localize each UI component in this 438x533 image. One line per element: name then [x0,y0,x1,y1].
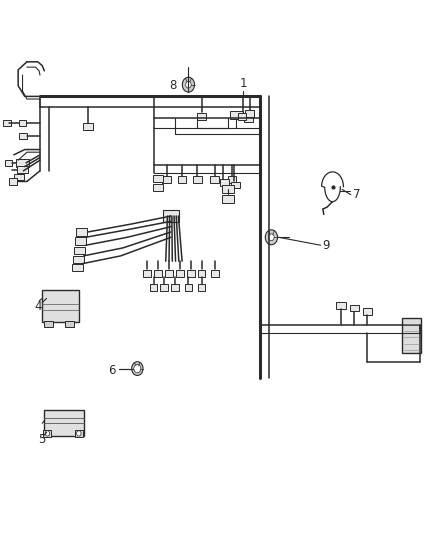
Bar [187,270,194,277]
Bar [231,182,240,188]
Bar [82,123,93,131]
Bar [210,176,219,183]
Bar [245,110,254,117]
Bar [18,119,26,126]
Bar [72,264,82,271]
Bar [220,179,230,186]
Bar [244,116,253,122]
Bar [75,430,83,437]
Bar [5,160,12,166]
Bar [162,176,171,183]
Bar [44,321,53,327]
Bar [171,284,179,291]
Bar [177,176,186,183]
Bar [162,210,179,222]
Bar [222,185,234,193]
Bar [9,178,17,184]
Circle shape [265,230,278,245]
Text: 5: 5 [39,433,46,446]
Text: 9: 9 [322,239,330,252]
Bar [17,166,28,173]
Bar [43,430,51,437]
Bar [197,113,206,120]
Bar [42,290,79,322]
Bar [222,195,234,203]
Bar [76,228,87,236]
Bar [74,247,85,254]
Circle shape [135,366,140,372]
Text: 4: 4 [34,300,42,313]
Circle shape [77,431,81,436]
Circle shape [182,77,194,92]
Bar [238,114,246,120]
Bar [153,175,162,182]
Circle shape [186,82,191,88]
Text: 1: 1 [239,77,247,90]
Bar [19,133,27,140]
Bar [336,302,346,309]
Circle shape [134,365,141,373]
Bar [363,308,372,315]
Bar [75,237,85,245]
Bar [65,321,74,327]
Text: 6: 6 [108,364,116,377]
Bar [198,270,205,277]
Bar [160,284,168,291]
Bar [143,270,151,277]
Bar [176,270,184,277]
Circle shape [268,234,274,240]
Bar [154,270,162,277]
Bar [44,410,84,435]
Bar [228,176,237,183]
Bar [4,119,11,126]
Bar [153,184,162,191]
Bar [184,284,192,291]
Bar [16,159,28,166]
Bar [403,318,421,353]
Text: 8: 8 [170,79,177,92]
Bar [350,304,359,311]
Bar [14,174,24,180]
Bar [150,284,157,291]
Circle shape [132,362,143,375]
Bar [198,284,205,291]
Bar [211,270,219,277]
Circle shape [45,431,49,436]
Bar [230,111,243,119]
Bar [193,176,201,183]
Text: 7: 7 [353,188,360,201]
Bar [73,256,84,263]
Bar [165,270,173,277]
